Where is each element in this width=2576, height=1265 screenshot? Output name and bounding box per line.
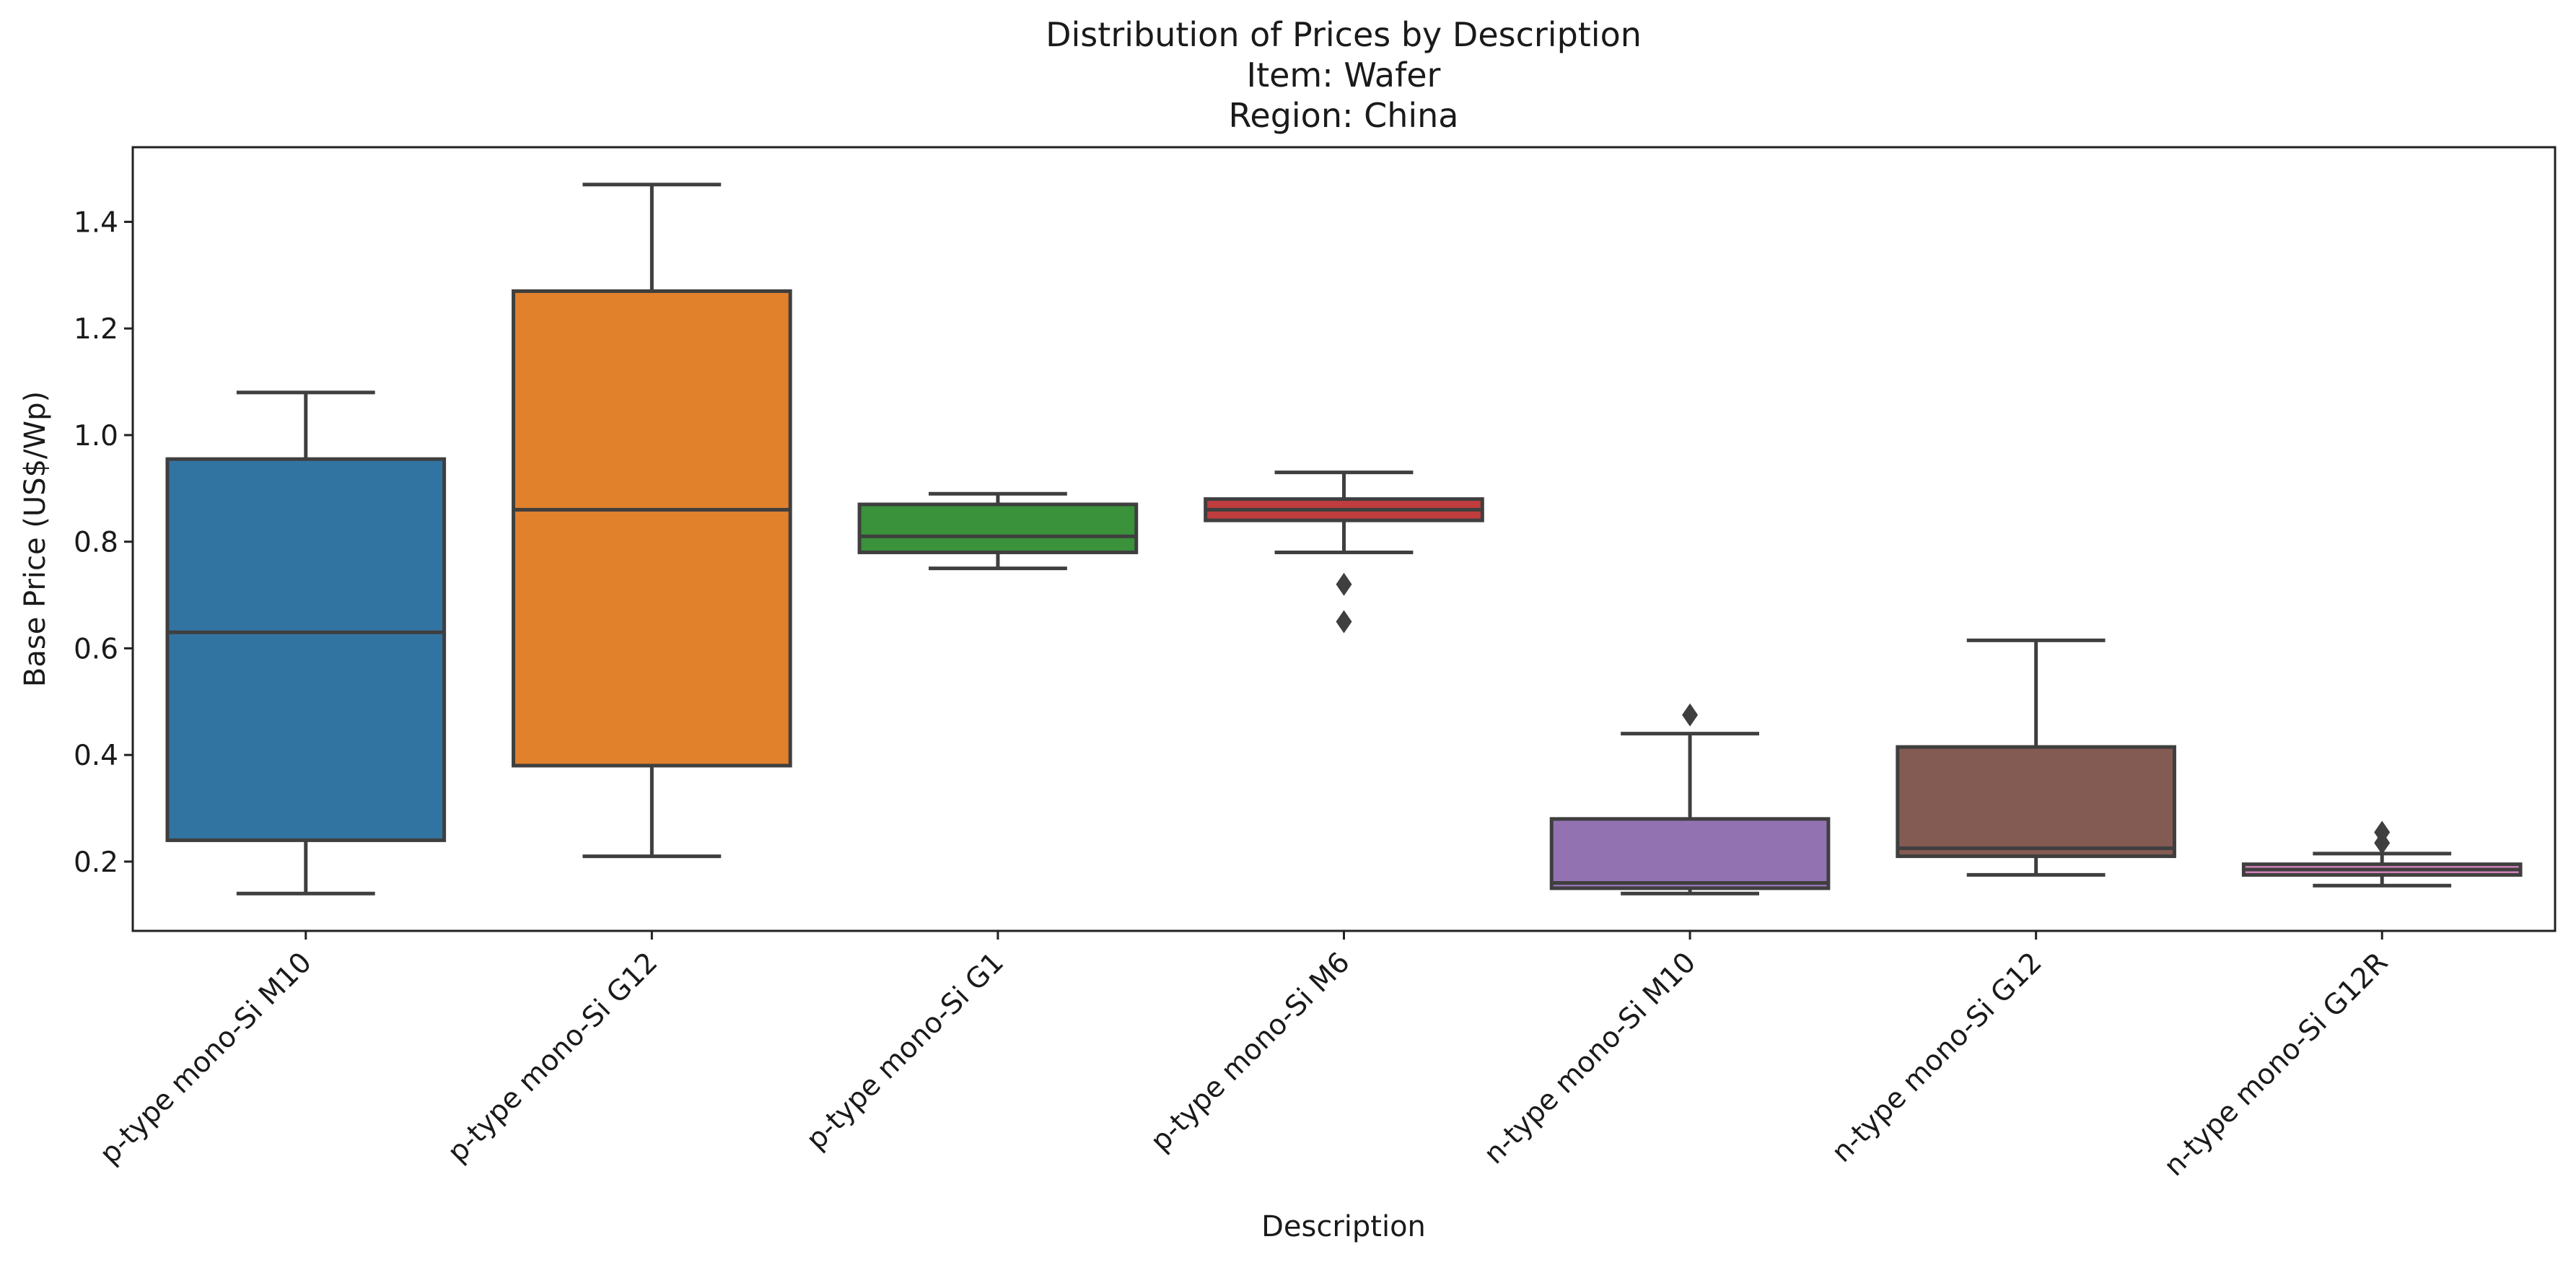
- x-tick-label: p-type mono-Si G1: [800, 946, 1010, 1156]
- box: [165, 457, 447, 842]
- box-group: [1204, 470, 1484, 634]
- title-line-2: Item: Wafer: [1247, 56, 1441, 95]
- box: [857, 502, 1139, 554]
- y-axis-label: Base Price (US$/Wp): [19, 391, 52, 687]
- x-tick-label: p-type mono-Si M10: [94, 946, 318, 1170]
- y-tick-label: 0.8: [74, 527, 118, 559]
- box-group: [512, 183, 792, 859]
- x-tick-label: n-type mono-Si M10: [1478, 946, 1702, 1170]
- y-tick-label: 0.4: [74, 740, 118, 772]
- y-tick-label: 0.6: [74, 633, 118, 665]
- box: [1549, 817, 1831, 890]
- x-tick-label: n-type mono-Si G12: [1826, 946, 2049, 1169]
- outlier-point: [2374, 820, 2391, 844]
- y-axis: 0.2 0.4 0.6 0.8 1.0 1.2 1.4: [74, 206, 133, 879]
- box: [1896, 745, 2176, 859]
- y-tick-label: 1.0: [74, 420, 118, 452]
- title-line-3: Region: China: [1229, 96, 1459, 135]
- y-tick-label: 1.2: [74, 313, 118, 346]
- x-tick-label: p-type mono-Si M6: [1144, 946, 1356, 1157]
- title-line-1: Distribution of Prices by Description: [1046, 15, 1642, 54]
- box-group: [165, 390, 447, 896]
- box-group: [2241, 820, 2523, 888]
- y-tick-label: 1.4: [74, 206, 118, 239]
- outlier-point: [1336, 572, 1352, 596]
- box-group: [857, 491, 1139, 571]
- box: [512, 289, 792, 768]
- x-axis-label: Description: [1261, 1210, 1426, 1243]
- x-axis: p-type mono-Si M10 p-type mono-Si G12 p-ty…: [94, 931, 2394, 1183]
- y-tick-label: 0.2: [74, 846, 118, 879]
- outlier-point: [1682, 703, 1699, 727]
- plot-area: [165, 183, 2523, 896]
- chart-title: Distribution of Prices by Description It…: [1046, 15, 1642, 135]
- plot-frame: [131, 146, 2557, 932]
- x-tick-label: p-type mono-Si G12: [442, 946, 665, 1169]
- x-tick-label: n-type mono-Si G12R: [2158, 946, 2395, 1183]
- box-group: [1896, 638, 2176, 877]
- outlier-point: [1336, 610, 1352, 634]
- box-group: [1549, 703, 1831, 896]
